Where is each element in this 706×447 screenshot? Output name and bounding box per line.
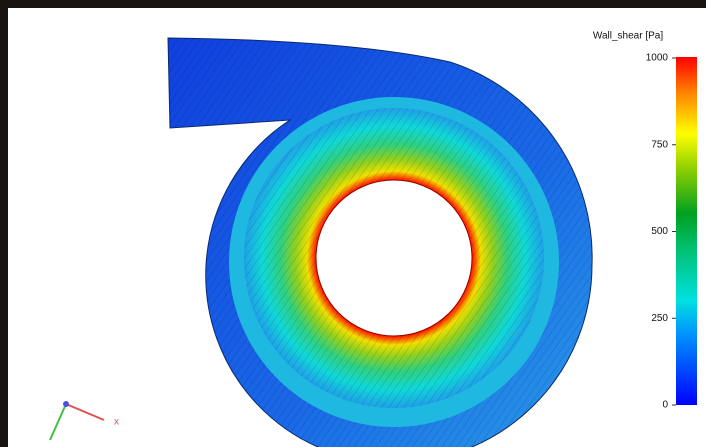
viewport: Wall_shear [Pa] x 0 250 500 750 1000	[0, 0, 706, 447]
colorbar-tick-label: 250	[651, 313, 668, 324]
colorbar-tick-label: 750	[651, 139, 668, 150]
colorbar-tick-label: 0	[662, 400, 668, 411]
z-axis-arrow	[63, 401, 69, 407]
hub-hole	[316, 180, 472, 336]
colorbar-tick-label: 500	[651, 226, 668, 237]
page: Wall_shear [Pa] x 02505007501000 (() => …	[0, 0, 706, 447]
x-axis-label: x	[114, 417, 119, 428]
colorbar	[676, 57, 697, 405]
colorbar-tick-label: 1000	[646, 53, 669, 64]
colorbar-title: Wall_shear [Pa]	[593, 31, 663, 42]
